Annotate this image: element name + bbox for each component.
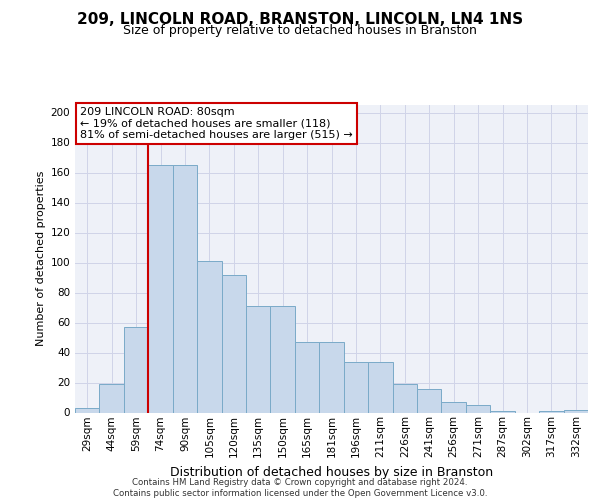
- Bar: [344, 362, 368, 412]
- Y-axis label: Number of detached properties: Number of detached properties: [36, 171, 46, 346]
- Bar: [271, 306, 295, 412]
- Text: Contains HM Land Registry data © Crown copyright and database right 2024.
Contai: Contains HM Land Registry data © Crown c…: [113, 478, 487, 498]
- Bar: [173, 165, 197, 412]
- Bar: [221, 274, 246, 412]
- Bar: [124, 327, 148, 412]
- Bar: [319, 342, 344, 412]
- Bar: [75, 408, 100, 412]
- Bar: [368, 362, 392, 412]
- X-axis label: Distribution of detached houses by size in Branston: Distribution of detached houses by size …: [170, 466, 493, 478]
- Bar: [539, 411, 563, 412]
- Bar: [295, 342, 319, 412]
- Bar: [466, 405, 490, 412]
- Bar: [148, 165, 173, 412]
- Bar: [490, 411, 515, 412]
- Bar: [197, 261, 221, 412]
- Bar: [417, 388, 442, 412]
- Bar: [442, 402, 466, 412]
- Text: 209 LINCOLN ROAD: 80sqm
← 19% of detached houses are smaller (118)
81% of semi-d: 209 LINCOLN ROAD: 80sqm ← 19% of detache…: [80, 106, 353, 140]
- Text: Size of property relative to detached houses in Branston: Size of property relative to detached ho…: [123, 24, 477, 37]
- Bar: [392, 384, 417, 412]
- Bar: [100, 384, 124, 412]
- Text: 209, LINCOLN ROAD, BRANSTON, LINCOLN, LN4 1NS: 209, LINCOLN ROAD, BRANSTON, LINCOLN, LN…: [77, 12, 523, 28]
- Bar: [563, 410, 588, 412]
- Bar: [246, 306, 271, 412]
